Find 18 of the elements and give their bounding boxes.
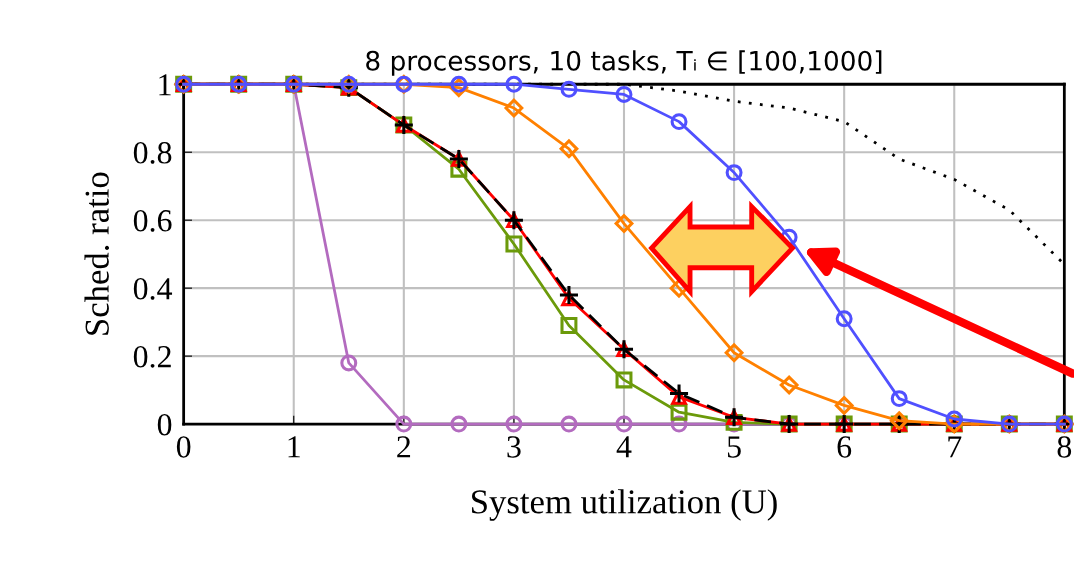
x-tick-label: 4 [616, 436, 632, 458]
x-tick-label: 5 [727, 436, 741, 458]
y-tick-label: 0.2 [133, 345, 171, 368]
x-tick-label: 2 [397, 436, 411, 458]
x-tick-label: 8 [1057, 436, 1072, 458]
y-tick-label: 0.8 [133, 142, 172, 164]
chart-title: 8 processors, 10 tasks, Tᵢ ∈ [100,1000] [366, 50, 882, 76]
y-tick-label: 0 [157, 413, 172, 436]
x-axis-title: System utilization (U) [472, 489, 777, 521]
x-tick-label: 3 [507, 436, 521, 458]
x-tick-label: 0 [176, 436, 191, 458]
y-tick-label: 1 [159, 74, 171, 96]
y-tick-label: 0.4 [133, 277, 173, 300]
y-tick-label: 0.6 [133, 210, 172, 232]
y-axis-title: Sched. ratio [84, 172, 110, 335]
x-tick-label: 6 [837, 436, 852, 458]
x-tick-label: 7 [948, 436, 962, 458]
x-tick-label: 1 [288, 436, 300, 458]
